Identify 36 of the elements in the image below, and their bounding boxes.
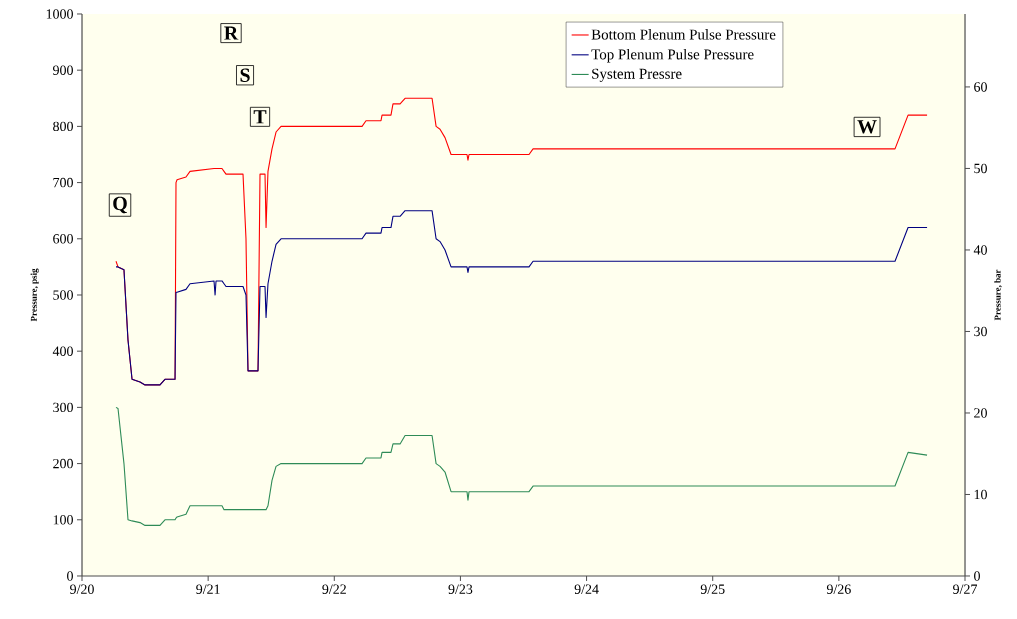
legend-label: Top Plenum Pulse Pressure: [591, 48, 754, 63]
y2-axis-title: Pressure, bar: [994, 269, 1002, 321]
annotation: S: [240, 68, 250, 82]
y-axis-title: Pressure, psig: [30, 268, 39, 322]
annotation: W: [857, 120, 877, 134]
legend-label: Bottom Plenum Pulse Pressure: [591, 29, 776, 40]
y2-tick-label: 40: [973, 245, 987, 255]
y-tick-label: 900: [53, 65, 73, 75]
legend-label: System Pressre: [592, 68, 682, 82]
y-tick-label: 800: [53, 121, 73, 132]
annotation: T: [253, 110, 267, 124]
x-tick-label: 9/20: [70, 584, 94, 594]
x-tick-label: 9/23: [448, 584, 473, 594]
x-tick-label: 9/26: [826, 584, 851, 594]
y-tick-label: 400: [52, 346, 73, 356]
y2-tick-label: 10: [974, 489, 987, 500]
y-tick-label: 700: [53, 177, 73, 188]
x-tick-label: 9/21: [196, 584, 220, 594]
y2-tick-label: 20: [974, 408, 987, 418]
annotation: R: [224, 26, 239, 40]
x-tick-label: 9/24: [574, 584, 599, 594]
y2-tick-label: 0: [974, 571, 980, 581]
annotation: Q: [113, 196, 127, 214]
y-tick-label: 100: [53, 515, 73, 525]
y-tick-label: 1000: [46, 9, 73, 19]
y-tick-label: 0: [67, 571, 73, 581]
y-tick-label: 200: [53, 458, 73, 469]
y2-tick-label: 30: [974, 326, 987, 337]
y-tick-label: 500: [53, 290, 73, 300]
x-tick-label: 9/22: [322, 584, 346, 594]
y-tick-label: 600: [53, 234, 73, 244]
x-tick-label: 9/25: [700, 584, 725, 594]
y2-tick-label: 50: [974, 163, 987, 174]
x-tick-label: 9/27: [953, 584, 978, 594]
y2-tick-label: 60: [974, 82, 987, 92]
y-tick-label: 300: [53, 402, 73, 413]
